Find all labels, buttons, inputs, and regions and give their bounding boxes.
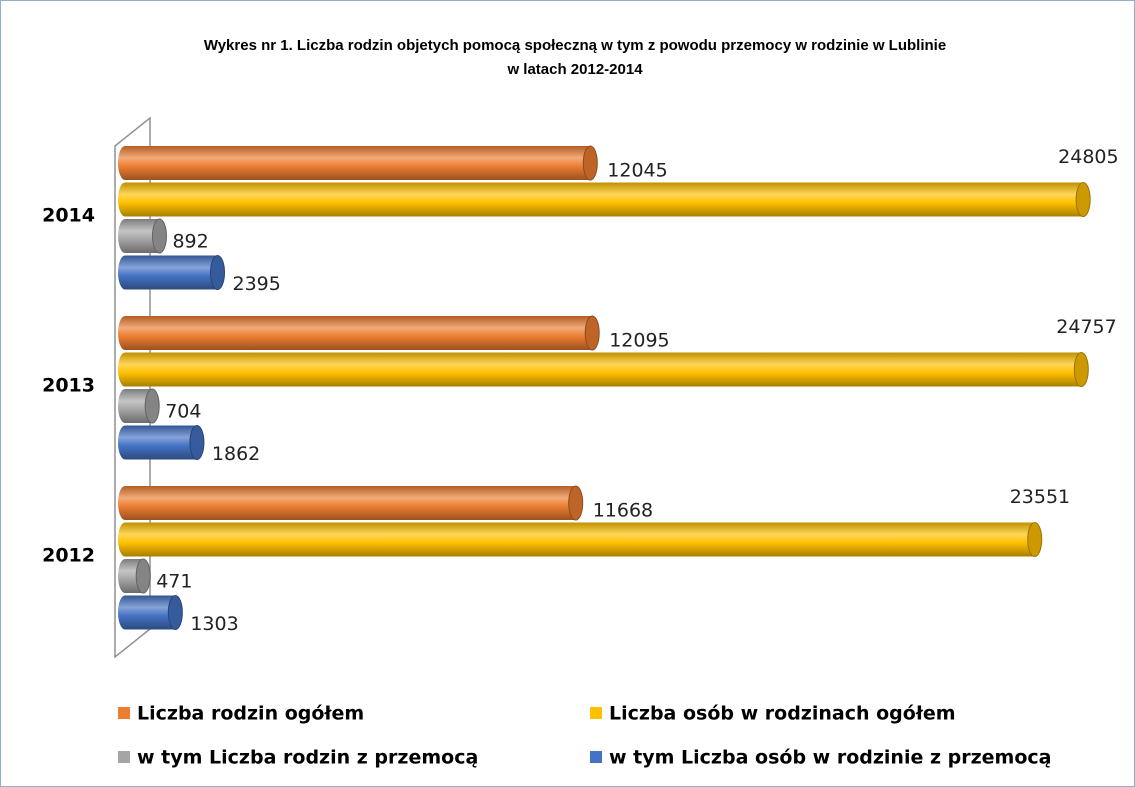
value-label: 11668 [593,500,653,522]
chart-title: w latach 2012-2014 [506,61,643,78]
bar-end-cap [151,218,167,254]
value-label: 23551 [1010,486,1070,508]
bar-start-cap [118,146,132,180]
value-label: 24757 [1056,316,1116,338]
bar-start-cap [118,486,132,520]
value-label: 12045 [607,160,667,182]
bar-start-cap [118,425,132,460]
legend-label: Liczba rodzin ogółem [137,703,364,725]
bar [125,255,218,290]
bar-start-cap [118,559,132,593]
bar-end-cap [210,255,226,290]
bar-start-cap [118,255,132,290]
bar [125,486,576,520]
bar [125,352,1082,387]
value-label: 24805 [1058,146,1118,168]
value-label: 2395 [233,273,281,295]
bar [125,316,593,350]
category-label: 2012 [42,545,95,567]
bar-end-cap [189,425,205,460]
bar-end-cap [167,595,183,630]
value-label: 12095 [609,330,669,352]
value-label: 704 [165,401,201,423]
legend-label: w tym Liczba rodzin z przemocą [137,747,478,769]
bar-start-cap [118,182,132,217]
legend-label: Liczba osób w rodzinach ogółem [609,703,956,725]
value-label: 471 [156,571,192,593]
legend-swatch [590,707,602,719]
bar-end-cap [135,558,151,594]
bar-end-cap [568,485,584,521]
legend-swatch [118,707,130,719]
category-label: 2014 [42,205,95,227]
category-label: 2013 [42,375,95,397]
bar [125,595,176,630]
bar-start-cap [118,316,132,350]
bar-end-cap [1073,352,1089,387]
bar-end-cap [1027,522,1043,557]
legend-label: w tym Liczba osób w rodzinie z przemocą [609,747,1051,769]
legend-swatch [590,751,602,763]
chart-title: Wykres nr 1. Liczba rodzin objetych pomo… [204,37,946,54]
bar-start-cap [118,389,132,423]
bar [125,182,1084,217]
bar-start-cap [118,352,132,387]
bar [125,425,197,460]
bar-start-cap [118,522,132,557]
value-label: 1862 [212,443,260,465]
value-label: 892 [172,231,208,253]
bar-start-cap [118,595,132,630]
bar [125,146,591,180]
plot-wall [114,116,151,659]
bar-start-cap [118,219,132,253]
bar-end-cap [144,388,160,424]
legend-swatch [118,751,130,763]
value-label: 1303 [190,613,238,635]
bar [125,522,1035,557]
bar-end-cap [584,315,600,351]
bar-end-cap [1075,182,1091,217]
bar-end-cap [582,145,598,181]
